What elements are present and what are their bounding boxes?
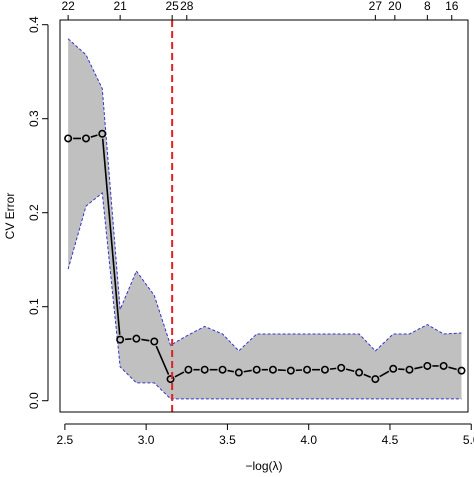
top-tick-label: 20 [388, 0, 402, 13]
top-tick-label: 27 [369, 0, 383, 13]
top-tick-label: 22 [61, 0, 75, 13]
cv-error-point [337, 363, 346, 372]
plot-frame [59, 19, 469, 413]
cv-error-point [98, 129, 107, 138]
top-tick-label: 28 [180, 0, 194, 13]
cv-error-point [218, 365, 227, 374]
cv-error-point [166, 375, 175, 384]
cv-error-point [268, 365, 277, 374]
y-axis-title: CV Error [3, 193, 17, 240]
cv-error-segment [227, 369, 235, 373]
cv-error-segment [379, 370, 390, 378]
top-tick-label: 8 [424, 0, 431, 13]
x-tick-label: 4.5 [382, 433, 399, 447]
top-tick-label: 25 [165, 0, 179, 13]
x-tick-label: 2.5 [57, 433, 74, 447]
y-axis: 0.0 0.1 0.2 0.3 0.4 [27, 16, 49, 409]
cv-error-point [457, 366, 466, 375]
series-layer [64, 129, 466, 384]
x-axis: 2.5 3.0 3.5 4.0 4.5 5.0 [57, 423, 474, 447]
cv-error-point [423, 361, 432, 370]
cv-error-segment [174, 371, 185, 378]
cv-error-segment [345, 368, 355, 373]
cv-error-point [200, 365, 209, 374]
y-tick-label: 0.4 [27, 16, 41, 33]
cv-error-segment [101, 138, 121, 335]
cv-error-point [64, 134, 73, 143]
y-tick-label: 0.1 [27, 298, 41, 315]
y-tick-label: 0.2 [27, 204, 41, 221]
cv-error-point [371, 375, 380, 384]
x-tick-label: 3.0 [138, 433, 155, 447]
cv-error-point [303, 365, 312, 374]
cv-error-point [132, 334, 141, 343]
cv-error-point [286, 366, 295, 375]
cv-error-point [116, 335, 125, 344]
cv-error-segment [414, 366, 423, 370]
upper-bound-line [67, 38, 462, 352]
top-axis: 22 21 25 28 27 20 8 16 [61, 0, 459, 20]
cv-error-point [389, 364, 398, 373]
top-tick-label: 21 [113, 0, 127, 13]
cv-error-point [439, 361, 448, 370]
x-axis-title: −log(λ) [245, 459, 282, 473]
y-tick-label: 0.0 [27, 392, 41, 409]
cv-error-point [355, 368, 364, 377]
x-tick-label: 5.0 [463, 433, 474, 447]
cv-error-point [82, 134, 91, 143]
x-tick-label: 4.0 [300, 433, 317, 447]
cv-error-point [150, 337, 159, 346]
top-tick-label: 16 [445, 0, 459, 13]
lower-bound-line [67, 191, 462, 400]
cv-error-segment [155, 345, 170, 375]
cv-error-point [320, 365, 329, 374]
confidence-band [68, 38, 462, 399]
cv-error-segment [141, 338, 150, 342]
y-tick-label: 0.3 [27, 110, 41, 127]
cv-error-point [184, 365, 193, 374]
cv-error-segment [329, 367, 337, 370]
cv-error-segment [363, 373, 372, 378]
cv-error-segment [243, 369, 252, 373]
cv-error-segment [448, 366, 457, 371]
confidence-band-layer [67, 38, 462, 400]
cv-error-point [234, 368, 243, 377]
cv-error-segment [90, 134, 98, 138]
cv-error-point [252, 365, 261, 374]
cv-error-point [405, 365, 414, 374]
x-tick-label: 3.5 [219, 433, 236, 447]
